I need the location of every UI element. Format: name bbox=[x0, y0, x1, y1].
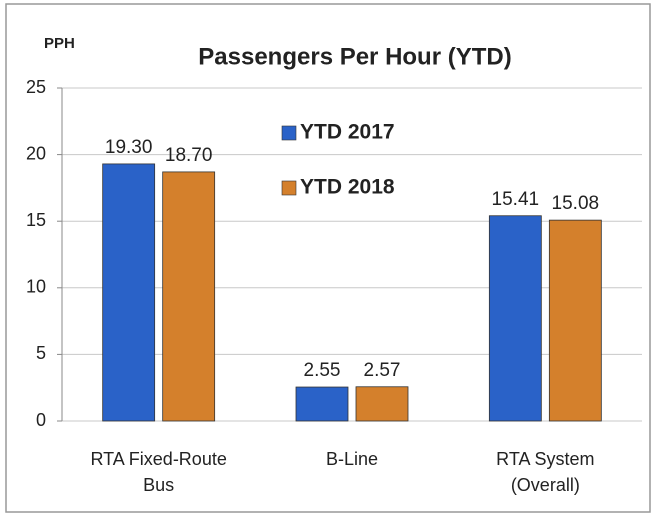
x-tick-label: RTA Fixed-Route Bus bbox=[90, 449, 227, 495]
bar bbox=[548, 219, 602, 422]
value-label: 2.57 bbox=[364, 360, 401, 381]
chart-frame bbox=[5, 3, 651, 513]
y-axis-label: PPH bbox=[44, 35, 75, 52]
bar bbox=[102, 163, 156, 422]
y-tick-label: 25 bbox=[26, 77, 46, 97]
y-tick-label: 10 bbox=[26, 277, 46, 297]
bar bbox=[488, 215, 542, 422]
bar bbox=[162, 171, 216, 422]
y-tick-label: 20 bbox=[26, 143, 46, 163]
value-label: 19.30 bbox=[105, 137, 153, 158]
y-tick-label: 5 bbox=[36, 343, 46, 363]
legend-label: YTD 2018 bbox=[300, 176, 395, 199]
legend-label: YTD 2017 bbox=[300, 121, 395, 144]
y-tick-label: 0 bbox=[36, 410, 46, 430]
value-label: 18.70 bbox=[165, 145, 213, 166]
x-tick-label: RTA System (Overall) bbox=[496, 449, 595, 495]
y-tick-label: 15 bbox=[26, 210, 46, 230]
bar bbox=[295, 386, 349, 422]
chart-title: Passengers Per Hour (YTD) bbox=[198, 43, 511, 70]
legend-swatch bbox=[281, 180, 297, 196]
x-tick-label: B-Line bbox=[325, 449, 379, 469]
value-label: 15.08 bbox=[552, 193, 600, 214]
legend-swatch bbox=[281, 125, 297, 141]
value-label: 2.55 bbox=[304, 360, 341, 381]
bar bbox=[355, 386, 409, 422]
value-label: 15.41 bbox=[492, 189, 540, 210]
